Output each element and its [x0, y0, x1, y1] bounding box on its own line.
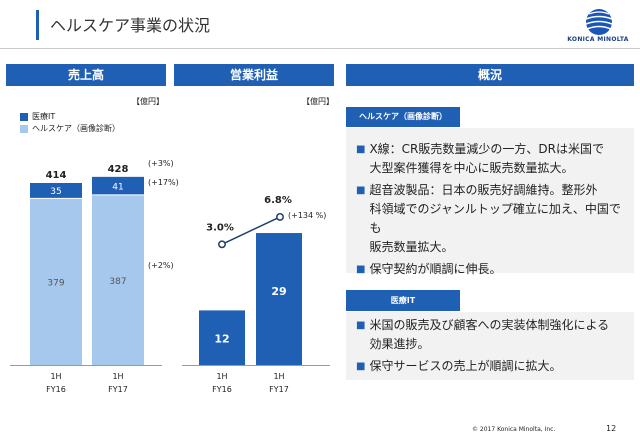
medical-it-bullet: ■ 保守サービスの売上が順調に拡大。 [356, 357, 632, 376]
sales-category-label: 1H [112, 372, 123, 381]
sales-section-header: 売上高 [6, 64, 166, 86]
bullet-square-icon: ■ [356, 185, 366, 196]
header-divider [0, 48, 640, 49]
title-accent-bar [36, 10, 39, 40]
healthcare-bullet-text: X線：CR販売数量減少の一方、DRは米国で 大型案件獲得を中心に販売数量拡大。 [369, 140, 604, 178]
sales-bar-healthcare [30, 198, 82, 365]
legend-item-healthcare: ヘルスケア（画像診断） [20, 123, 120, 134]
medical-it-bullet-line: 効果進捗。 [369, 337, 430, 351]
healthcare-overview-panel [346, 128, 634, 273]
medical-it-bullet-text: 米国の販売及び顧客への実装体制強化による 効果進捗。 [369, 316, 609, 354]
legend-swatch-healthcare [20, 124, 28, 133]
legend-swatch-medical-it [20, 112, 28, 121]
page-number: 12 [606, 424, 617, 433]
sales-bar-medical-it [92, 176, 144, 195]
op-data-label: 12 [214, 333, 229, 346]
sales-data-label-healthcare: 387 [109, 277, 126, 287]
sales-data-label-medical-it: 41 [112, 182, 123, 192]
op-category-label: 1H [216, 372, 227, 381]
legend-label-medical-it: 医療IT [32, 112, 56, 121]
healthcare-bullet-line: 販売数量拡大。 [369, 240, 454, 254]
margin-point [276, 212, 284, 221]
sales-data-label-healthcare: 379 [47, 279, 64, 289]
medical-it-overview-panel [346, 312, 634, 380]
medical-it-bullet-line: 米国の販売及び顧客への実装体制強化による [369, 318, 610, 332]
medical-it-bullet-line: 保守サービスの売上が順調に拡大。 [369, 359, 562, 373]
legend-item-medical-it: 医療IT [20, 111, 55, 122]
sales-annotation-total: (+3%) [148, 159, 174, 168]
op-category-label: FY16 [212, 385, 232, 394]
bullet-square-icon: ■ [356, 320, 366, 331]
bullet-square-icon: ■ [356, 361, 366, 372]
margin-point [218, 240, 226, 249]
sales-annotation-healthcare: (+2%) [148, 261, 174, 270]
sales-total-label: 414 [46, 170, 67, 181]
sales-data-label-medical-it: 35 [50, 187, 61, 197]
healthcare-bullet: ■ 保守契約が順調に伸長。 [356, 260, 632, 279]
healthcare-bullet-line: X線：CR販売数量減少の一方、DRは米国で [369, 142, 604, 156]
sales-category-label: FY17 [108, 385, 128, 394]
legend-label-healthcare: ヘルスケア（画像診断） [32, 124, 120, 133]
medical-it-bullet-text: 保守サービスの売上が順調に拡大。 [369, 357, 561, 376]
konica-minolta-logo [585, 9, 613, 35]
healthcare-bullet-line: 保守契約が順調に伸長。 [369, 262, 502, 276]
healthcare-bullet: ■ 超音波製品：日本の販売好調維持。整形外科領域でのジャンルトップ確立に加え、中国… [356, 181, 632, 257]
healthcare-bullet-line: 超音波製品：日本の販売好調維持。整形外 [369, 183, 598, 197]
sales-bar-healthcare [92, 194, 144, 365]
logo-text: KONICA MINOLTA [567, 36, 629, 43]
op-annotation-growth: (+134 %) [288, 211, 326, 220]
sales-unit-label: 【億円】 [132, 97, 164, 106]
sales-category-label: FY16 [46, 385, 66, 394]
bullet-square-icon: ■ [356, 264, 366, 275]
medical-it-overview-bullets: ■ 米国の販売及び顧客への実装体制強化による 効果進捗。 ■ 保守サービスの売上が順調に… [356, 316, 632, 379]
sales-annotation-medical-it: (+17%) [148, 178, 179, 187]
op-data-label: 29 [271, 285, 286, 298]
op-bar [256, 233, 302, 365]
sales-category-label: 1H [50, 372, 61, 381]
op-category-label: FY17 [269, 385, 289, 394]
healthcare-bullet-line: 大型案件獲得を中心に販売数量拡大。 [369, 161, 574, 175]
sales-bar-medical-it [30, 183, 82, 199]
sales-total-label: 428 [108, 164, 129, 175]
footer-copyright: © 2017 Konica Minolta, Inc. [472, 426, 556, 433]
healthcare-bullet-text: 保守契約が順調に伸長。 [369, 260, 501, 279]
op-category-label: 1H [273, 372, 284, 381]
healthcare-bullet: ■ X線：CR販売数量減少の一方、DRは米国で 大型案件獲得を中心に販売数量拡大。 [356, 140, 632, 178]
margin-label: 3.0% [206, 222, 234, 233]
medical-it-bullet: ■ 米国の販売及び顧客への実装体制強化による 効果進捗。 [356, 316, 632, 354]
margin-line [221, 216, 281, 245]
op-income-section-header: 営業利益 [174, 64, 334, 86]
op-income-unit-label: 【億円】 [302, 97, 334, 106]
healthcare-overview-bullets: ■ X線：CR販売数量減少の一方、DRは米国で 大型案件獲得を中心に販売数量拡大。 ■… [356, 140, 632, 282]
bullet-square-icon: ■ [356, 144, 366, 155]
medical-it-overview-tag: 医療IT [346, 290, 460, 311]
page-title: ヘルスケア事業の状況 [50, 16, 211, 35]
healthcare-overview-tag: ヘルスケア（画像診断） [346, 107, 460, 127]
healthcare-bullet-line: 科領域でのジャンルトップ確立に加え、中国でも [369, 202, 621, 235]
op-bar [199, 310, 245, 365]
margin-label: 6.8% [264, 195, 292, 206]
healthcare-bullet-text: 超音波製品：日本の販売好調維持。整形外科領域でのジャンルトップ確立に加え、中国で… [369, 181, 632, 257]
overview-section-header: 概況 [346, 64, 634, 86]
